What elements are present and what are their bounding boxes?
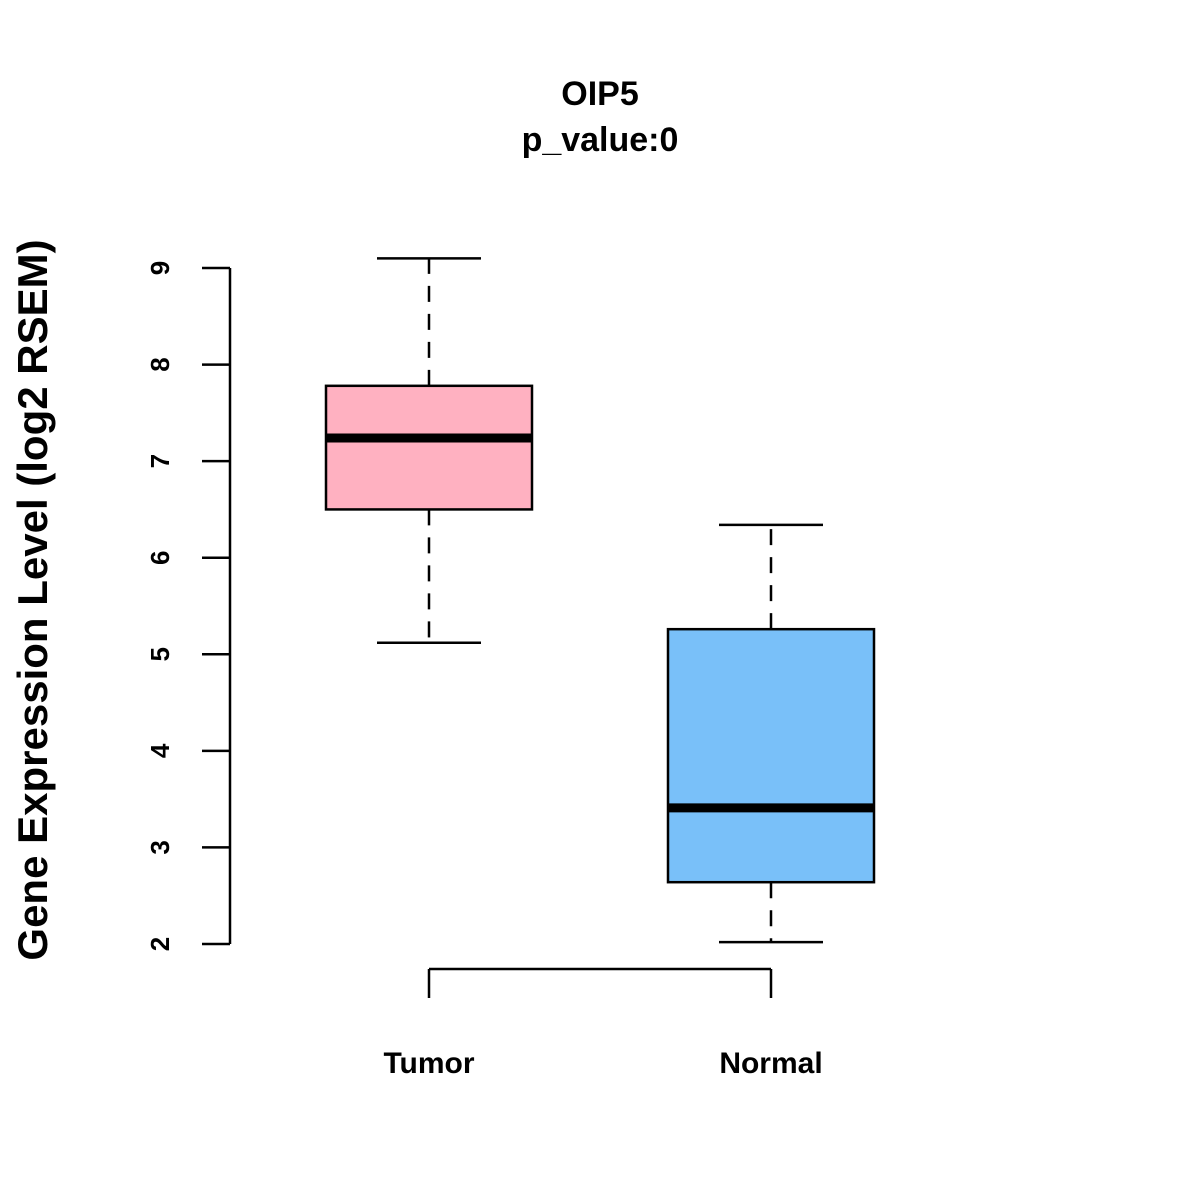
axes-layer: 2 3 4 5 6 7 8 9 Tumor Normal [145,261,823,1080]
y-tick-label: 7 [145,454,175,468]
y-tick-label: 4 [145,743,175,758]
x-category-label: Normal [719,1047,822,1080]
chart-title: OIP5 [561,75,638,113]
y-tick-label: 9 [145,261,175,275]
chart-subtitle: p_value:0 [522,121,679,159]
x-category-label: Tumor [383,1047,474,1080]
y-tick-label: 5 [145,647,175,661]
interquartile-box [666,627,876,884]
box-group-tumor [324,257,534,644]
box-group-normal [666,523,876,944]
y-tick-label: 2 [145,937,175,951]
y-tick-label: 6 [145,550,175,564]
y-tick-label: 8 [145,357,175,371]
boxes-layer [324,257,876,944]
y-axis-label: Gene Expression Level (log2 RSEM) [9,239,56,960]
interquartile-box [324,384,534,511]
y-tick-label: 3 [145,840,175,854]
